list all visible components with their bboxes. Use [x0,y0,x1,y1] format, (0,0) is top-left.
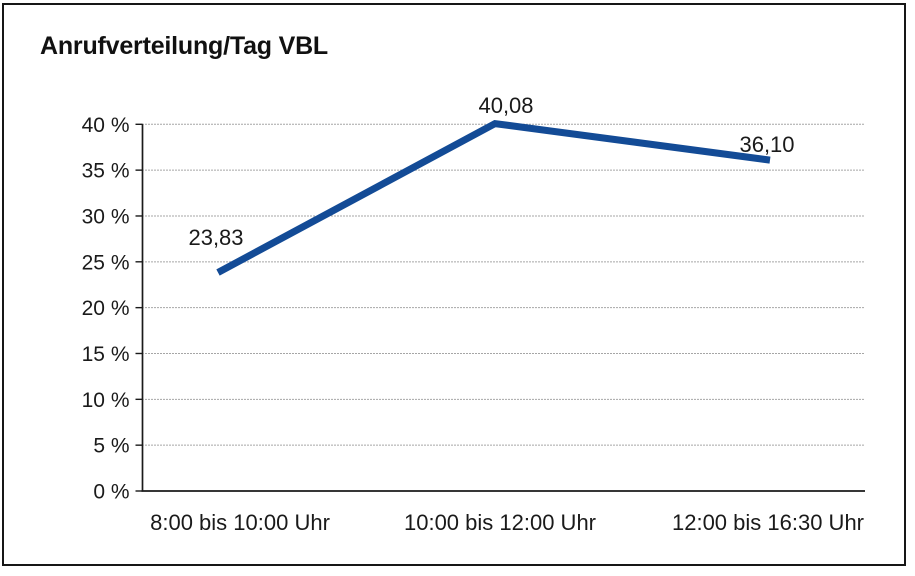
x-category-label: 12:00 bis 16:30 Uhr [672,510,864,535]
y-tick-label: 15 % [82,343,130,366]
x-category-label: 8:00 bis 10:00 Uhr [150,510,330,535]
y-tick-label: 0 % [93,481,129,504]
data-label: 40,08 [478,93,533,118]
chart-frame-border [2,3,906,566]
chart-title: Anrufverteilung/Tag VBL [40,32,329,60]
y-tick-label: 20 % [82,297,130,320]
y-tick-label: 30 % [82,205,130,228]
data-label: 23,83 [188,225,243,250]
y-tick-label: 10 % [82,389,130,412]
series-line [216,119,771,276]
data-label: 36,10 [739,132,794,157]
y-tick-label: 25 % [82,251,130,274]
y-tick-label: 35 % [82,160,130,183]
y-tick-label: 5 % [93,435,129,458]
y-tick-label: 40 % [82,114,130,137]
x-category-label: 10:00 bis 12:00 Uhr [404,510,596,535]
